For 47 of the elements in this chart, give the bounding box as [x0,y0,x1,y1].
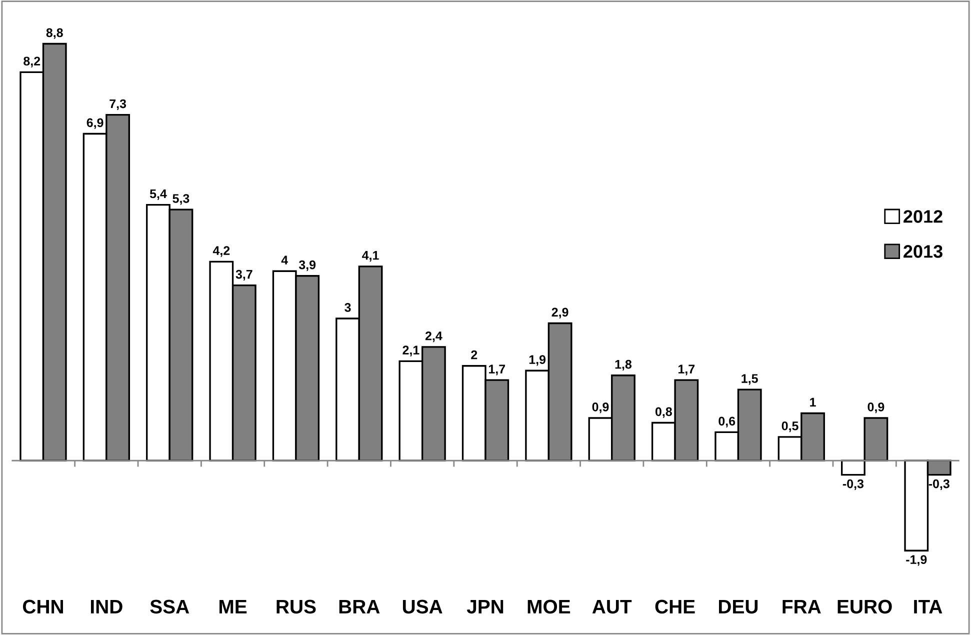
data-label: 5,4 [150,189,167,200]
data-label: 1 [810,398,816,406]
data-label: 2 [471,350,478,360]
x-tick-label: EURO [838,600,892,614]
data-label: 2,1 [402,346,420,356]
x-tick-label: BRA [339,600,380,614]
data-label: 8,8 [46,28,63,39]
data-label: 4,2 [212,246,230,257]
x-tick-label: ITA [914,600,942,614]
x-tick-label: IND [90,600,122,614]
data-label: 0,9 [592,402,609,414]
x-tick-label: CHE [655,600,695,614]
x-tick-label: ME [220,600,247,614]
data-label: 0,8 [655,407,672,418]
data-label: -0,3 [928,479,950,490]
data-label: 5,3 [172,194,190,205]
data-label: 3,9 [298,260,316,272]
x-tick-label: AUT [592,600,632,614]
x-tick-label: RUS [276,600,316,614]
x-tick-label: DEU [718,600,758,614]
data-label: 0,9 [868,402,884,414]
data-label: 1,7 [678,364,695,376]
data-label: 3 [344,303,351,312]
data-label: 3,7 [236,270,252,281]
data-label: 1,9 [529,355,546,366]
data-label: -1,9 [906,555,927,566]
data-label: 1,7 [488,364,506,376]
x-tick-label: SSA [150,600,190,614]
data-label: 6,9 [86,118,104,129]
x-tick-label: CHN [22,600,63,614]
data-label: 2,9 [552,308,568,318]
x-tick-label: USA [402,600,442,614]
data-label: 4,1 [362,251,379,262]
legend-label: 2012 [904,210,942,223]
data-label: 0,5 [782,421,798,432]
data-label: 2,4 [425,331,442,342]
legend-label: 2013 [904,245,942,258]
data-label: -0,3 [842,479,864,490]
data-label: 0,6 [718,416,736,428]
data-label: 7,3 [110,99,126,110]
data-label: 1,5 [742,374,758,385]
data-label: 8,2 [24,56,40,68]
x-tick-label: FRA [782,600,821,614]
data-label: 4 [281,256,288,264]
data-label: 1,8 [615,360,632,371]
x-tick-label: MOE [528,600,570,614]
x-tick-label: JPN [466,600,504,614]
